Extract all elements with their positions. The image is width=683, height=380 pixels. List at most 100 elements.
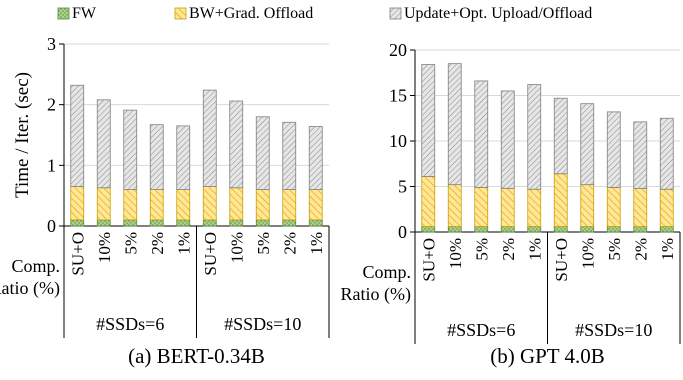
bar-segment-fw xyxy=(176,219,191,227)
bar-segment-fw xyxy=(500,226,515,233)
y-tick-label: 0 xyxy=(398,222,407,242)
x-tick-label: 10% xyxy=(95,232,114,263)
bar-segment-fw xyxy=(202,219,217,227)
bar-segment-bw xyxy=(282,189,297,221)
bar-segment-bw xyxy=(308,189,323,221)
legend-swatch-update xyxy=(389,7,402,20)
x-tick-label: 1% xyxy=(525,238,544,261)
x-tick-label: 2% xyxy=(499,238,518,261)
bar-segment-update xyxy=(474,80,489,188)
y-tick-label: 20 xyxy=(389,40,407,60)
bar-segment-fw xyxy=(123,219,138,227)
bar-segment-update xyxy=(447,63,462,186)
bar-segment-fw xyxy=(421,226,436,233)
x-tick-label: 5% xyxy=(121,232,140,255)
bar-segment-fw xyxy=(474,226,489,233)
bar-segment-fw xyxy=(308,219,323,227)
x-tick-label: 1% xyxy=(307,232,326,255)
bar-segment-fw xyxy=(282,219,297,227)
x-tick-label: 2% xyxy=(631,238,650,261)
panel-gpt: 0 5 10 15 20 SU+O 10% 5% 2% 1% SU+O 10% 5% 2% 1% #SSDs=… xyxy=(341,40,681,368)
legend: FW BW+Grad. Offload Update+Opt. Upload/O… xyxy=(57,5,592,22)
panel-title: (a) BERT-0.34B xyxy=(128,344,265,368)
group-label: #SSDs=6 xyxy=(96,314,164,334)
bar-segment-bw xyxy=(633,187,648,227)
bar-segment-bw xyxy=(606,187,621,227)
bar-segment-fw xyxy=(149,219,164,227)
bar-segment-update xyxy=(421,64,436,177)
y-tick-label: 15 xyxy=(389,86,407,106)
group-label: #SSDs=10 xyxy=(224,314,301,334)
y-tick-label: 10 xyxy=(389,131,407,151)
bar-segment-update xyxy=(633,121,648,189)
bar-segment-update xyxy=(202,89,217,187)
bar-segment-update xyxy=(255,116,270,191)
bar-segment-bw xyxy=(255,189,270,221)
bar-segment-update xyxy=(149,124,164,190)
bar-segment-update xyxy=(606,111,621,188)
x-tick-label: 10% xyxy=(227,232,246,263)
group-label: #SSDs=6 xyxy=(447,320,515,340)
bar-segment-update xyxy=(123,109,138,190)
x-tick-label: SU+O xyxy=(201,232,220,276)
x-tick-label: 5% xyxy=(605,238,624,261)
y-tick-label: 0 xyxy=(47,216,56,236)
legend-swatch-fw xyxy=(57,7,70,20)
legend-swatch-bw xyxy=(174,7,187,20)
legend-label-bw: BW+Grad. Offload xyxy=(189,5,313,22)
bar-segment-bw xyxy=(553,173,568,227)
legend-label-fw: FW xyxy=(72,5,97,22)
bar-segment-bw xyxy=(659,188,674,227)
bar-segment-update xyxy=(282,121,297,190)
x-axis-label: Ratio (%) xyxy=(341,284,411,305)
bar-segment-fw xyxy=(96,219,111,227)
bar-segment-bw xyxy=(500,187,515,227)
x-tick-label: 1% xyxy=(658,238,677,261)
bar-segment-bw xyxy=(580,184,595,227)
bar-segment-bw xyxy=(149,189,164,221)
x-tick-label: 10% xyxy=(446,238,465,269)
bar-segment-update xyxy=(308,126,323,191)
bar-segment-bw xyxy=(229,187,244,221)
bar-segment-fw xyxy=(580,226,595,233)
legend-label-update: Update+Opt. Upload/Offload xyxy=(404,5,592,22)
bar-segment-update xyxy=(659,117,674,190)
x-tick-label: 10% xyxy=(578,238,597,269)
bar-segment-bw xyxy=(527,188,542,227)
bar-segment-bw xyxy=(123,189,138,221)
group-label: #SSDs=10 xyxy=(575,320,652,340)
bar-segment-bw xyxy=(447,184,462,227)
bar-segment-update xyxy=(70,84,85,187)
bar-segment-update xyxy=(527,84,542,190)
x-tick-label: SU+O xyxy=(68,232,87,276)
bar-segment-fw xyxy=(70,219,85,227)
bar-segment-fw xyxy=(606,226,621,233)
x-axis-label: Comp. xyxy=(11,256,60,276)
bar-segment-bw xyxy=(474,187,489,227)
panel-title: (b) GPT 4.0B xyxy=(490,344,605,368)
x-tick-label: 5% xyxy=(254,232,273,255)
bar-segment-fw xyxy=(527,226,542,233)
bar-segment-bw xyxy=(176,189,191,221)
bar-segment-update xyxy=(553,97,568,175)
bar-segment-fw xyxy=(633,226,648,233)
bar-segment-update xyxy=(176,125,191,191)
x-tick-label: 2% xyxy=(280,232,299,255)
bar-segment-bw xyxy=(70,186,85,221)
bar-segment-update xyxy=(580,103,595,186)
bar-segment-update xyxy=(500,90,515,189)
x-tick-label: 2% xyxy=(148,232,167,255)
y-axis-label: Time / Iter. (sec) xyxy=(12,72,33,198)
bar-segment-update xyxy=(96,99,111,189)
bar-segment-fw xyxy=(255,219,270,227)
x-tick-label: 5% xyxy=(472,238,491,261)
x-axis-label: Comp. xyxy=(362,262,411,282)
bar-segment-bw xyxy=(421,176,436,227)
panel-bert: 0 1 2 3 SU+O 10% 5% 2% 1% SU+O 10% 5% 2% 1% #SSDs=6 #SS… xyxy=(0,34,330,368)
bar-segment-update xyxy=(229,100,244,189)
bar-segment-fw xyxy=(229,219,244,227)
bar-segment-fw xyxy=(553,226,568,233)
x-tick-label: 1% xyxy=(174,232,193,255)
